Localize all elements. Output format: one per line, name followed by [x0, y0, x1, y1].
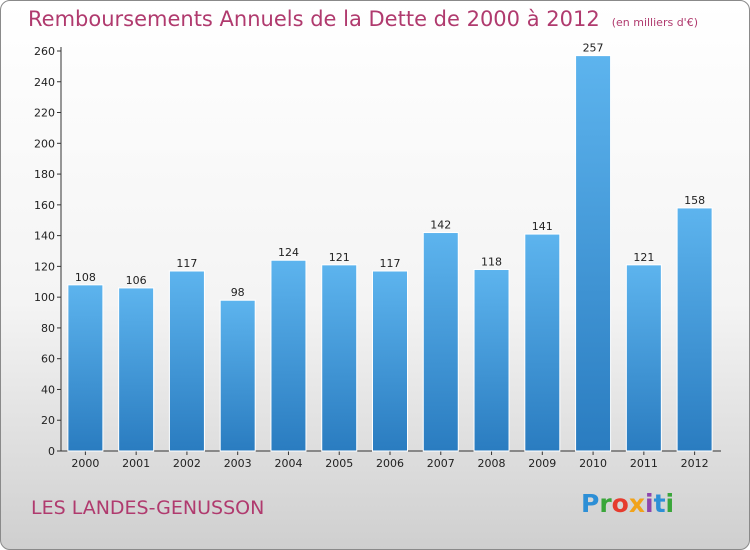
chart-bars	[67, 55, 713, 452]
data-label: 106	[126, 274, 147, 287]
bar	[676, 207, 713, 452]
x-tick-label: 2006	[376, 457, 404, 470]
x-tick-label: 2007	[427, 457, 455, 470]
title-block: Remboursements Annuels de la Dette de 20…	[28, 7, 698, 31]
x-tick-label: 2003	[224, 457, 252, 470]
bar	[372, 270, 408, 452]
chart-title: Remboursements Annuels de la Dette de 20…	[28, 7, 600, 31]
bar	[168, 270, 205, 452]
y-tick-label: 60	[41, 353, 55, 366]
x-tick-label: 2009	[528, 457, 556, 470]
y-tick-label: 220	[34, 107, 55, 120]
y-tick-label: 240	[34, 76, 55, 89]
bar	[321, 264, 358, 452]
bar	[67, 284, 104, 452]
y-tick-label: 160	[34, 199, 55, 212]
y-tick-label: 80	[41, 322, 55, 335]
bar	[219, 299, 256, 452]
logo-letter: i	[645, 489, 654, 518]
logo-letter: t	[653, 489, 666, 518]
x-tick-label: 2005	[325, 457, 353, 470]
chart-labels: 2000 108 2001 106 2002 117 2003 98 2004 124 2005 12…	[71, 42, 708, 470]
x-tick-label: 2000	[71, 457, 99, 470]
commune-name: LES LANDES-GENUSSON	[31, 497, 265, 519]
y-tick-label: 120	[34, 260, 55, 273]
x-tick-label: 2011	[630, 457, 658, 470]
y-tick-label: 180	[34, 168, 55, 181]
data-label: 108	[75, 271, 96, 284]
x-tick-label: 2004	[274, 457, 302, 470]
logo-letter: P	[581, 489, 600, 518]
data-label: 121	[633, 251, 654, 264]
data-label: 121	[329, 251, 350, 264]
x-tick-label: 2001	[122, 457, 150, 470]
logo-letter: o	[611, 489, 629, 518]
x-tick-label: 2008	[478, 457, 506, 470]
x-tick-label: 2002	[173, 457, 201, 470]
bar	[473, 268, 510, 452]
bar	[524, 233, 561, 452]
bar	[625, 264, 662, 452]
logo-letter: x	[628, 489, 645, 518]
bar	[575, 55, 612, 452]
chart-unit: (en milliers d'€)	[611, 16, 698, 29]
bar	[118, 287, 155, 452]
y-tick-label: 140	[34, 230, 55, 243]
data-label: 158	[684, 194, 705, 207]
data-label: 118	[481, 255, 502, 268]
bar	[270, 259, 307, 452]
data-label: 124	[278, 246, 299, 259]
data-label: 142	[430, 219, 451, 232]
x-tick-label: 2010	[579, 457, 607, 470]
y-tick-label: 100	[34, 291, 55, 304]
data-label: 257	[583, 42, 604, 55]
y-tick-label: 200	[34, 137, 55, 150]
data-label: 117	[176, 257, 197, 270]
logo-letter: r	[599, 489, 612, 518]
data-label: 117	[380, 257, 401, 270]
proxiti-logo[interactable]: Proxiti	[581, 489, 674, 518]
x-tick-label: 2012	[681, 457, 709, 470]
bar	[422, 232, 459, 452]
data-label: 98	[231, 286, 245, 299]
logo-letter: i	[665, 489, 675, 518]
y-tick-label: 0	[48, 445, 55, 458]
y-tick-label: 20	[41, 414, 55, 427]
y-tick-label: 40	[41, 383, 55, 396]
data-label: 141	[532, 220, 553, 233]
y-tick-label: 260	[34, 45, 55, 58]
